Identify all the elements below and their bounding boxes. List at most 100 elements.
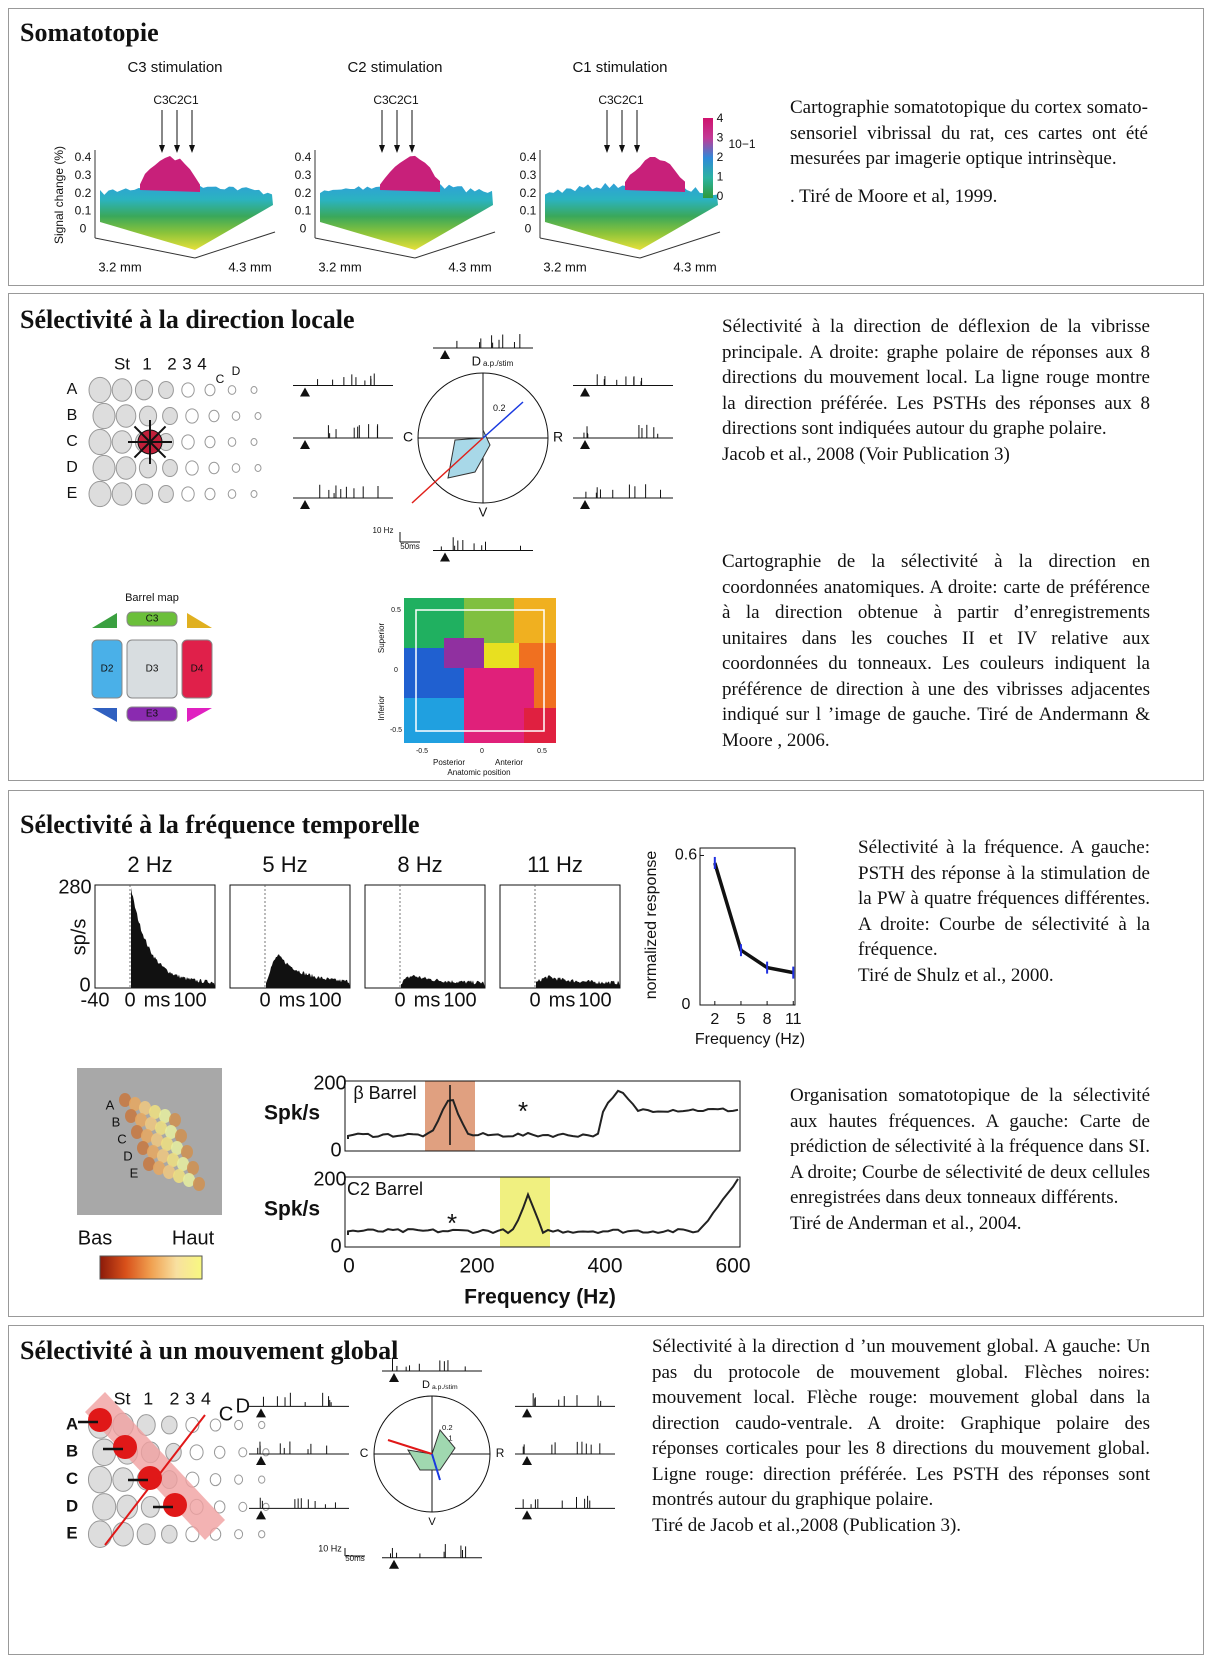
caption-text: Organisation somatotopique de la sélecti… [790, 1085, 1150, 1208]
label: D3 [146, 664, 159, 675]
label: E [67, 485, 78, 502]
spectrum [347, 1178, 739, 1235]
whisker [250, 386, 258, 394]
whisker [189, 1444, 204, 1461]
map-cell [167, 1153, 179, 1167]
map-cell [157, 1149, 169, 1163]
whisker [136, 1523, 156, 1546]
map-cell [129, 1097, 141, 1111]
caption: Sélectivité à la direction de déflexion … [722, 314, 1150, 467]
label: Spk/s [264, 1102, 320, 1125]
label: 0.3 [520, 168, 537, 182]
label: R [496, 1446, 505, 1460]
arrow-head [619, 145, 625, 153]
caption-text: Jacob et al., 2008 (Voir Publication 3) [722, 443, 1010, 465]
plot-frame [699, 847, 796, 1006]
label: 4.3 mm [448, 259, 491, 274]
label: C3 [373, 93, 389, 107]
section-box [8, 8, 1204, 286]
map-cell [193, 1177, 205, 1191]
barrel [126, 611, 178, 627]
label: 50ms [345, 1554, 365, 1563]
label: 0.4 [295, 150, 312, 164]
label: 0.6 [675, 847, 697, 864]
line [387, 1439, 433, 1455]
line [149, 441, 167, 459]
peak [625, 157, 685, 192]
map-cell [183, 1173, 195, 1187]
label: * [518, 1096, 528, 1126]
label: 100 [578, 989, 611, 1011]
whisker [204, 435, 216, 449]
label: C2 [388, 93, 404, 107]
whisker [208, 409, 220, 423]
whisker [161, 1415, 178, 1435]
map-cell [159, 1109, 171, 1123]
whisker [181, 382, 195, 398]
line [639, 231, 721, 259]
section-title: Sélectivité à la direction locale [20, 305, 355, 334]
label: 1 [717, 170, 724, 184]
map-cell [143, 1157, 155, 1171]
stim-marker [440, 350, 450, 359]
label: B [112, 1114, 121, 1129]
label: 8 [763, 1011, 772, 1028]
deflected-whisker [113, 1435, 137, 1459]
label: Posterior [433, 758, 465, 767]
label: 3.2 mm [98, 259, 141, 274]
label: 400 [587, 1255, 622, 1278]
label: D4 [191, 664, 204, 675]
label: Haut [172, 1227, 215, 1249]
whisker [204, 487, 216, 501]
map-cell [171, 1141, 183, 1155]
whisker [134, 379, 154, 401]
deflected-whisker [138, 1466, 162, 1490]
whisker [92, 1438, 117, 1467]
label: 0.4 [520, 150, 537, 164]
label: 3.2 mm [543, 259, 586, 274]
label: 0.5 [391, 607, 401, 614]
whisker [134, 483, 154, 505]
surface [100, 182, 273, 250]
surface [320, 183, 493, 250]
label: 200 [313, 1072, 346, 1094]
caption-text: Cartographie de la sélectivité à la dire… [722, 551, 1150, 751]
stim-marker [389, 1373, 399, 1382]
whisker [87, 1465, 113, 1494]
label: D [232, 364, 241, 378]
whisker [92, 402, 116, 430]
whisker [238, 1501, 248, 1512]
corner [92, 708, 117, 722]
label: 5 Hz [262, 852, 307, 877]
section-box [8, 790, 1204, 1317]
label: * [447, 1208, 457, 1238]
label: 0.2 [442, 1423, 453, 1432]
whisker [111, 482, 133, 506]
label: C [219, 1403, 234, 1425]
stim-marker [522, 1408, 532, 1418]
label: 0.3 [75, 168, 92, 182]
whisker [185, 408, 199, 424]
barrel [91, 639, 123, 699]
arrow-head [379, 145, 385, 153]
map-cell [135, 1113, 147, 1127]
label: 2 [710, 1011, 719, 1028]
label: ms [279, 989, 306, 1011]
whisker [115, 456, 137, 480]
whisker [238, 1447, 248, 1458]
colorbar [99, 1255, 203, 1280]
label: D2 [101, 664, 114, 675]
whisker [111, 378, 133, 402]
label: 0 [717, 189, 724, 203]
arrow-head [159, 145, 165, 153]
deflected-whisker [88, 1408, 112, 1432]
label: Anterior [495, 758, 523, 767]
whisker [138, 457, 158, 479]
corner [187, 708, 212, 722]
line [431, 1453, 441, 1481]
section-title: Sélectivité à un mouvement global [20, 1336, 399, 1365]
line [149, 425, 167, 443]
line [133, 441, 151, 459]
whisker [185, 460, 199, 476]
